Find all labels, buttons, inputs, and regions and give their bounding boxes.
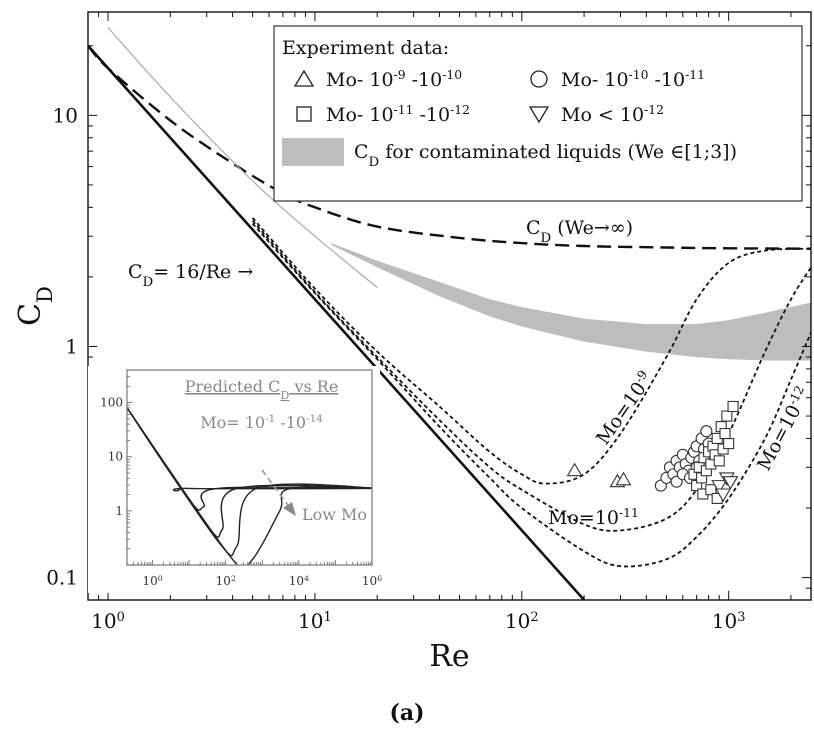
legend-marker-circle bbox=[530, 70, 548, 88]
series-line-0 bbox=[88, 44, 586, 600]
inset-title: Predicted CD vs Re bbox=[185, 377, 339, 402]
inset-y-tick-2: 100 bbox=[100, 396, 123, 410]
plot-frame bbox=[87, 11, 812, 601]
point-square bbox=[719, 428, 731, 440]
legend-entry-2: Mo- 10-11 -10-12 bbox=[326, 103, 470, 126]
inset-arrowhead-icon bbox=[283, 502, 296, 516]
inset-y-tick-0: 1 bbox=[115, 504, 123, 518]
point-square bbox=[721, 410, 733, 422]
x-tick-label-2: 102 bbox=[505, 609, 539, 633]
point-triangle-down bbox=[711, 480, 728, 494]
inset-x-tick-0: 100 bbox=[142, 574, 162, 589]
legend-marker-square bbox=[296, 106, 312, 122]
inset-subtitle: Mo= 10-1 -10-14 bbox=[200, 413, 323, 432]
inset-y-tick-1: 10 bbox=[108, 450, 123, 464]
legend-marker-triangle-down bbox=[528, 106, 550, 124]
legend-marker-triangle-up bbox=[293, 69, 315, 87]
y-axis-title: CD bbox=[13, 286, 57, 326]
point-square bbox=[713, 455, 725, 467]
x-tick-label-3: 103 bbox=[712, 609, 746, 633]
x-tick-label-0: 100 bbox=[91, 609, 125, 633]
contaminated-band bbox=[331, 243, 811, 361]
inset-x-tick-2: 104 bbox=[289, 574, 309, 589]
legend-entry-3: Mo < 10-12 bbox=[561, 103, 664, 126]
point-circle bbox=[700, 425, 713, 438]
inset-x-tick-1: 102 bbox=[216, 574, 236, 589]
mo-9-label: Mo=10-9 bbox=[591, 368, 658, 449]
point-triangle-down bbox=[715, 488, 732, 503]
inset-curve-3 bbox=[127, 407, 372, 557]
series-line-3 bbox=[251, 217, 811, 485]
inset-x-tick-3: 106 bbox=[362, 574, 382, 589]
inset-background bbox=[88, 366, 380, 593]
series-line-4 bbox=[251, 220, 811, 532]
legend-band-label: CD for contaminated liquids (We ∈[1;3]) bbox=[354, 141, 737, 170]
point-square bbox=[705, 484, 717, 496]
series-line-5 bbox=[251, 222, 811, 568]
figure-caption: (a) bbox=[389, 700, 425, 726]
inset-arrow bbox=[261, 469, 291, 509]
point-triangle-up bbox=[566, 462, 583, 477]
x-axis-title: Re bbox=[429, 639, 469, 674]
point-square bbox=[727, 400, 739, 413]
point-triangle-down bbox=[722, 476, 739, 490]
mo-11-label: Mo=10-11 bbox=[548, 506, 639, 529]
y-tick-label-0: 0.1 bbox=[46, 566, 78, 590]
series-line-1 bbox=[88, 45, 811, 250]
y-tick-label-2: 10 bbox=[53, 103, 78, 127]
legend-title: Experiment data: bbox=[282, 37, 449, 59]
point-triangle-up bbox=[615, 471, 632, 486]
stokes-label: CD= 16/Re → bbox=[128, 261, 253, 290]
x-tick-label-1: 101 bbox=[298, 609, 332, 633]
inset-curve-4 bbox=[127, 407, 372, 565]
point-square bbox=[723, 438, 735, 450]
legend-entry-1: Mo- 10-10 -10-11 bbox=[561, 68, 705, 91]
legend-band-swatch bbox=[282, 138, 344, 166]
inset-frame bbox=[126, 369, 373, 566]
we-infinity-label: CD (We→∞) bbox=[526, 217, 633, 246]
y-tick-label-1: 1 bbox=[65, 334, 78, 358]
inset-arrow-label: Low Mo bbox=[302, 505, 367, 524]
series-line-2 bbox=[107, 27, 378, 288]
legend-entry-0: Mo- 10-9 -10-10 bbox=[326, 68, 462, 91]
